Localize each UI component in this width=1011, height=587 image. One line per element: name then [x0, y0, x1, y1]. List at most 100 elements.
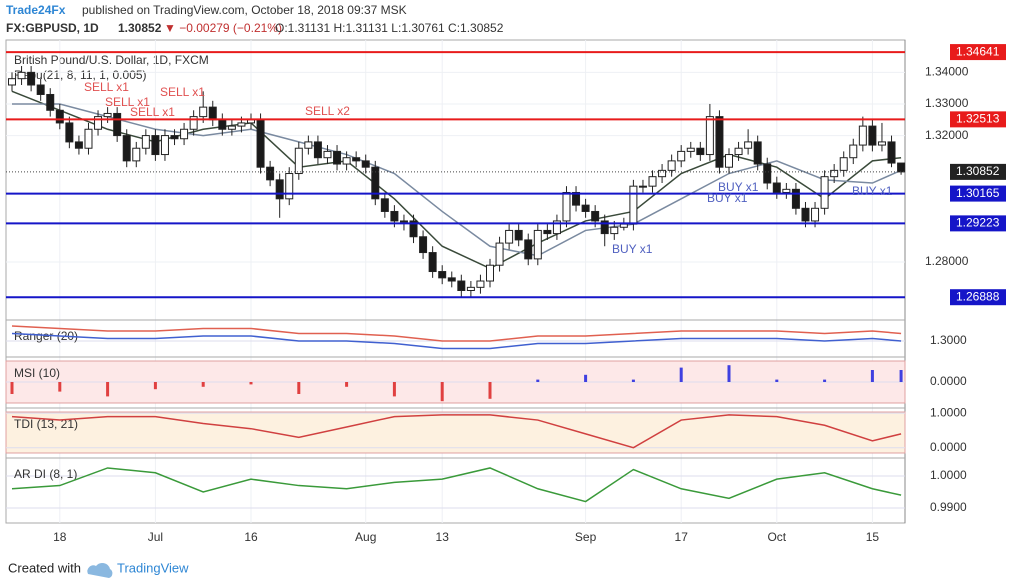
signal-label: BUY x1: [852, 184, 893, 198]
histogram-bar: [631, 379, 635, 382]
signal-label: BUY x1: [718, 180, 759, 194]
candle-body: [151, 135, 160, 156]
candle-body: [619, 223, 628, 228]
change: ▼ −0.00279 (−0.21%): [164, 21, 282, 35]
candle-body: [323, 150, 332, 159]
candle-body: [122, 135, 131, 162]
candle-body: [877, 141, 886, 146]
candle-body: [638, 185, 647, 188]
histogram-bar: [870, 370, 874, 382]
indicator-line: [11, 467, 902, 503]
panel-tick-label: 1.0000: [930, 405, 967, 419]
candle-body: [8, 78, 16, 86]
candle-body: [103, 112, 112, 118]
candle-body: [275, 179, 284, 200]
candle-body: [839, 157, 848, 171]
candle-body: [94, 116, 103, 130]
candle-body: [677, 150, 686, 162]
candle-body: [160, 135, 169, 156]
candle-body: [715, 116, 724, 168]
candle-body: [476, 280, 485, 288]
candle-body: [380, 198, 389, 212]
panel-tick-label: 0.0000: [930, 374, 967, 388]
price: 1.30852: [118, 21, 162, 35]
candle-body: [658, 169, 667, 178]
candle-body: [572, 191, 581, 206]
histogram-bar: [727, 365, 731, 382]
candle-body: [849, 144, 858, 159]
candle-body: [466, 286, 475, 292]
candle-body: [562, 191, 571, 222]
candle-body: [199, 106, 208, 118]
candle-body: [342, 157, 351, 165]
candle-body: [371, 166, 380, 200]
candle-body: [533, 229, 542, 260]
histogram-bar: [899, 370, 903, 382]
panel-tick-label: 0.9900: [930, 500, 967, 514]
level-label: 1.34641: [956, 44, 1000, 58]
candle-body: [667, 160, 676, 171]
footer-brand: TradingView: [117, 560, 189, 575]
histogram-bar: [440, 382, 444, 402]
candle-body: [524, 239, 533, 260]
candle-body: [686, 147, 695, 152]
histogram-bar: [153, 382, 157, 390]
candle-body: [361, 160, 370, 168]
x-tick-label: Oct: [767, 530, 786, 544]
candle-body: [237, 122, 246, 127]
candle-body: [17, 71, 26, 80]
level-label: 1.29223: [956, 216, 1000, 230]
histogram-bar: [106, 382, 110, 397]
candle-body: [313, 141, 322, 159]
panel-tick-label: 0.0000: [930, 440, 967, 454]
level-box: [950, 44, 1006, 61]
candle-body: [887, 141, 896, 164]
candle-body: [447, 277, 456, 282]
candle-body: [84, 128, 93, 149]
x-tick-label: 18: [53, 530, 67, 544]
panel-label: Ranger (20): [14, 329, 78, 343]
histogram-bar: [823, 379, 827, 382]
candle-body: [552, 220, 561, 235]
candle-body: [791, 188, 800, 209]
level-label: 1.32513: [956, 112, 1000, 126]
candle-body: [170, 135, 179, 140]
candle-body: [409, 220, 418, 238]
candle-body: [208, 106, 217, 121]
candle-body: [648, 176, 657, 187]
candle-body: [457, 280, 466, 292]
candle-body: [65, 122, 74, 143]
candle-body: [438, 271, 447, 279]
x-tick-label: Aug: [355, 530, 376, 544]
histogram-bar: [536, 379, 540, 382]
y-tick-label: 1.28000: [925, 254, 969, 268]
candle-body: [505, 229, 514, 244]
candle-body: [266, 166, 275, 181]
candle-body: [763, 163, 772, 184]
candle-body: [27, 71, 36, 86]
candle-body: [399, 220, 408, 223]
panel-label: TDI (13, 21): [14, 417, 78, 431]
indicator-label: Repu(21, 8, 11, 1, 0.005): [14, 68, 147, 82]
histogram-bar: [584, 374, 588, 382]
histogram-bar: [201, 382, 205, 387]
candle-body: [428, 252, 437, 273]
candle-body: [486, 264, 494, 282]
candle-body: [696, 147, 705, 156]
candle-body: [868, 125, 877, 146]
signal-label: SELL x1: [105, 95, 150, 109]
level-label: 1.30165: [956, 186, 1000, 200]
candle-body: [830, 169, 839, 178]
candle-body: [180, 128, 189, 140]
footer-created: Created with: [8, 560, 81, 575]
signal-label: BUY x1: [707, 191, 748, 205]
candle-body: [610, 226, 619, 235]
histogram-bar: [58, 382, 62, 392]
histogram-bar: [392, 382, 396, 397]
chart-title: British Pound/U.S. Dollar, 1D, FXCM: [14, 53, 209, 67]
candle-body: [390, 210, 399, 222]
x-tick-label: 13: [436, 530, 450, 544]
logo: [87, 562, 113, 578]
candle-body: [294, 147, 303, 175]
